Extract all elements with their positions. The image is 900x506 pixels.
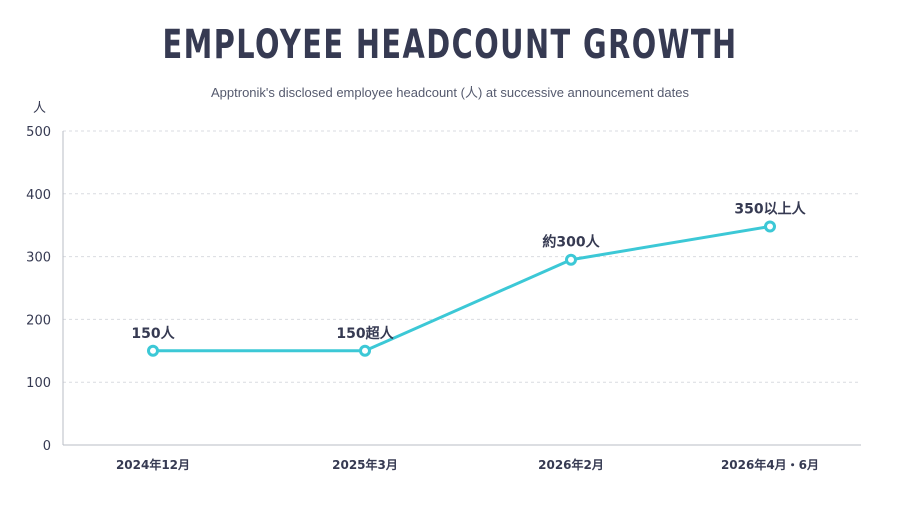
series-group	[147, 220, 776, 357]
y-axis-unit-label: 人	[33, 101, 46, 116]
y-tick-label: 300	[26, 251, 51, 266]
y-tick-label: 100	[26, 376, 51, 391]
gridlines	[63, 130, 861, 383]
x-tick-label: 2026年2月	[538, 457, 604, 472]
data-point	[359, 344, 371, 357]
x-tick-label: 2024年12月	[116, 457, 190, 472]
data-label: 約300人	[542, 234, 600, 251]
data-label: 150超人	[336, 325, 394, 342]
y-tick-label: 200	[26, 313, 51, 328]
chart-subtitle: Apptronik's disclosed employee headcount…	[211, 85, 689, 100]
data-point	[764, 220, 776, 233]
y-tick-labels: 0 100 200 300 400 500	[26, 125, 51, 454]
y-tick-label: 0	[43, 439, 51, 454]
data-point	[565, 253, 577, 266]
x-tick-label: 2026年4月・6月	[721, 457, 819, 472]
x-tick-labels: 2024年12月 2025年3月 2026年2月 2026年4月・6月	[116, 457, 819, 472]
data-label: 350以上人	[734, 200, 806, 217]
data-labels: 150人 150超人 約300人 350以上人	[131, 200, 806, 341]
y-tick-label: 400	[26, 188, 51, 203]
y-tick-label: 500	[26, 125, 51, 140]
data-label: 150人	[131, 325, 175, 342]
chart-title: EMPLOYEE HEADCOUNT GROWTH	[162, 22, 738, 68]
data-point	[147, 344, 159, 357]
axes	[62, 131, 861, 446]
x-tick-label: 2025年3月	[332, 457, 398, 472]
series-line	[153, 224, 771, 353]
